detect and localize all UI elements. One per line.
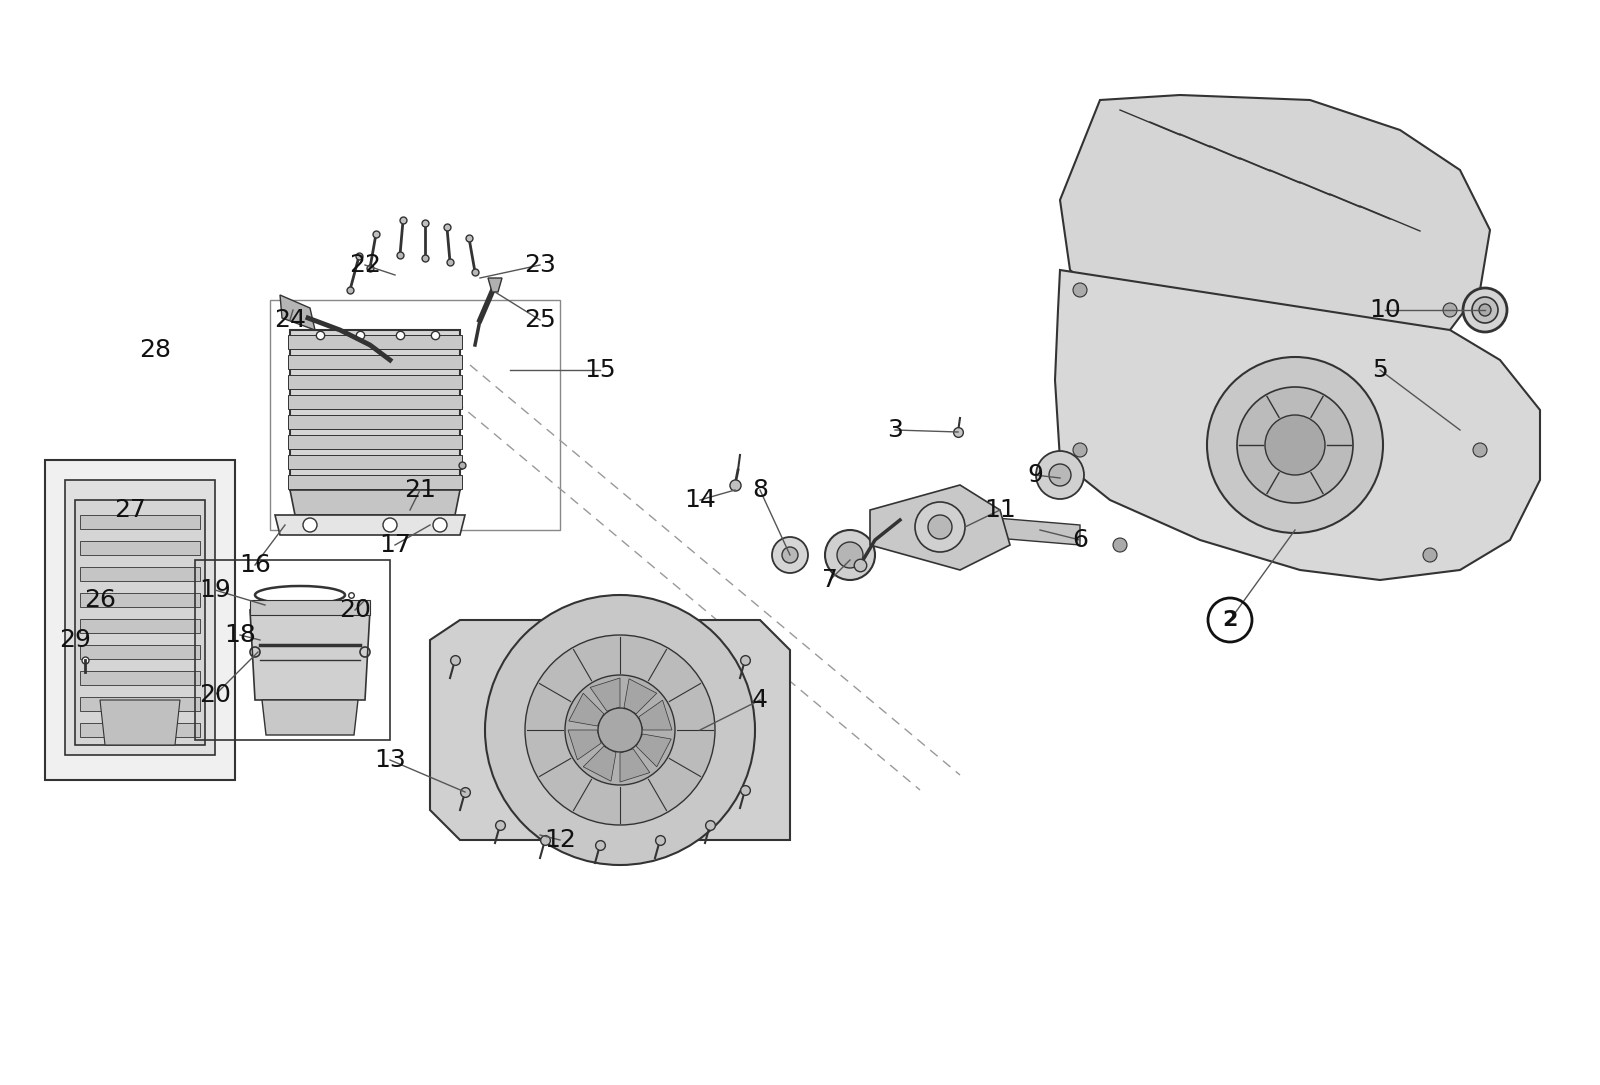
Text: 9: 9 bbox=[1027, 463, 1043, 487]
Polygon shape bbox=[80, 644, 200, 659]
Text: 29: 29 bbox=[59, 628, 91, 652]
Circle shape bbox=[1206, 357, 1382, 533]
Polygon shape bbox=[1054, 270, 1539, 580]
Polygon shape bbox=[870, 485, 1010, 570]
Text: 6: 6 bbox=[1072, 528, 1088, 552]
Text: 2: 2 bbox=[1222, 610, 1238, 630]
Circle shape bbox=[485, 595, 755, 865]
Circle shape bbox=[565, 675, 675, 786]
Text: 28: 28 bbox=[139, 339, 171, 362]
Circle shape bbox=[382, 518, 397, 532]
Circle shape bbox=[302, 518, 317, 532]
Polygon shape bbox=[288, 435, 462, 449]
Circle shape bbox=[771, 537, 808, 573]
Circle shape bbox=[1474, 443, 1486, 457]
Polygon shape bbox=[288, 414, 462, 429]
Circle shape bbox=[915, 502, 965, 552]
Text: 24: 24 bbox=[274, 308, 306, 332]
Text: 11: 11 bbox=[984, 498, 1016, 522]
Text: 8: 8 bbox=[752, 478, 768, 502]
Circle shape bbox=[1050, 464, 1070, 486]
Circle shape bbox=[837, 542, 862, 569]
Circle shape bbox=[826, 529, 875, 580]
Polygon shape bbox=[80, 541, 200, 556]
Text: 22: 22 bbox=[349, 253, 381, 277]
Circle shape bbox=[1422, 548, 1437, 562]
Text: 20: 20 bbox=[198, 682, 230, 707]
Polygon shape bbox=[584, 746, 616, 781]
Circle shape bbox=[598, 709, 642, 752]
Circle shape bbox=[1266, 414, 1325, 475]
Polygon shape bbox=[80, 620, 200, 633]
Text: 21: 21 bbox=[405, 478, 435, 502]
Text: 13: 13 bbox=[374, 748, 406, 773]
Text: 20: 20 bbox=[339, 598, 371, 622]
Circle shape bbox=[1074, 283, 1086, 297]
Text: 19: 19 bbox=[198, 578, 230, 602]
Polygon shape bbox=[568, 693, 603, 726]
Polygon shape bbox=[80, 593, 200, 607]
Polygon shape bbox=[280, 295, 315, 330]
Circle shape bbox=[434, 518, 446, 532]
Circle shape bbox=[1237, 387, 1354, 503]
Polygon shape bbox=[430, 620, 790, 840]
Text: 18: 18 bbox=[224, 623, 256, 647]
Text: 12: 12 bbox=[544, 828, 576, 852]
Circle shape bbox=[1114, 538, 1126, 552]
Polygon shape bbox=[1059, 95, 1490, 355]
Polygon shape bbox=[75, 500, 205, 745]
Polygon shape bbox=[621, 749, 650, 782]
Polygon shape bbox=[637, 733, 672, 767]
Text: 23: 23 bbox=[525, 253, 555, 277]
Polygon shape bbox=[568, 730, 602, 760]
Polygon shape bbox=[624, 679, 656, 714]
Circle shape bbox=[782, 547, 798, 563]
Polygon shape bbox=[275, 515, 466, 535]
Circle shape bbox=[1472, 297, 1498, 323]
Polygon shape bbox=[290, 490, 461, 515]
Polygon shape bbox=[80, 697, 200, 711]
Text: 5: 5 bbox=[1373, 358, 1387, 382]
Polygon shape bbox=[288, 455, 462, 469]
Polygon shape bbox=[488, 278, 502, 292]
Polygon shape bbox=[288, 475, 462, 489]
Text: 7: 7 bbox=[822, 569, 838, 592]
Text: 4: 4 bbox=[752, 688, 768, 712]
Polygon shape bbox=[288, 395, 462, 409]
Text: 3: 3 bbox=[886, 418, 902, 442]
Polygon shape bbox=[638, 700, 672, 730]
Text: 27: 27 bbox=[114, 498, 146, 522]
Text: 10: 10 bbox=[1370, 298, 1402, 322]
Circle shape bbox=[1074, 443, 1086, 457]
Text: 14: 14 bbox=[685, 488, 715, 512]
Polygon shape bbox=[80, 567, 200, 580]
Polygon shape bbox=[590, 678, 621, 711]
Polygon shape bbox=[45, 460, 235, 780]
Polygon shape bbox=[288, 375, 462, 390]
Polygon shape bbox=[290, 330, 461, 490]
Text: 26: 26 bbox=[83, 588, 115, 612]
Polygon shape bbox=[262, 700, 358, 735]
Polygon shape bbox=[80, 671, 200, 685]
Polygon shape bbox=[288, 335, 462, 349]
Polygon shape bbox=[250, 600, 370, 615]
Circle shape bbox=[1037, 451, 1085, 499]
Polygon shape bbox=[899, 510, 1080, 545]
Text: 25: 25 bbox=[525, 308, 555, 332]
Polygon shape bbox=[99, 700, 179, 745]
Polygon shape bbox=[250, 610, 370, 700]
Text: 15: 15 bbox=[584, 358, 616, 382]
Text: 17: 17 bbox=[379, 533, 411, 557]
Polygon shape bbox=[66, 480, 214, 755]
Circle shape bbox=[928, 515, 952, 539]
Circle shape bbox=[1443, 303, 1458, 317]
Polygon shape bbox=[80, 515, 200, 529]
Polygon shape bbox=[288, 355, 462, 369]
Polygon shape bbox=[80, 723, 200, 737]
Circle shape bbox=[1462, 288, 1507, 332]
Circle shape bbox=[1478, 304, 1491, 316]
Text: 16: 16 bbox=[238, 553, 270, 577]
Circle shape bbox=[525, 635, 715, 825]
